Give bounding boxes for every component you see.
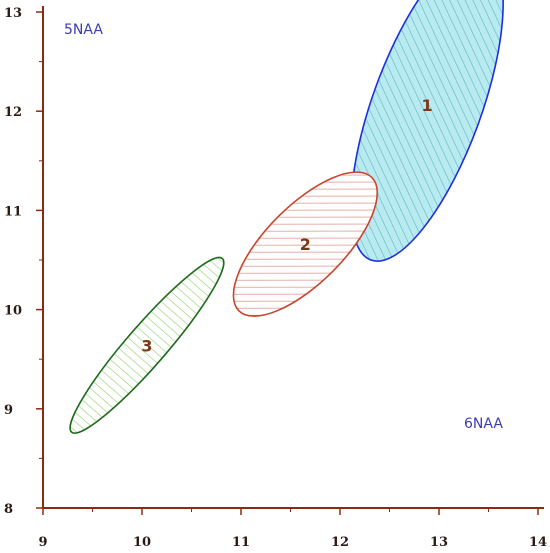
y-tick-label: 10 — [4, 304, 22, 319]
ellipse-label-3: 3 — [141, 336, 152, 355]
y-tick-label: 9 — [4, 403, 13, 418]
x-tick-label: 9 — [38, 535, 47, 550]
ellipse-group-2: 2 — [232, 171, 379, 317]
ellipse-label-2: 2 — [300, 235, 311, 254]
y-tick-label: 8 — [4, 502, 13, 517]
ellipse-group-1: 1 — [350, 0, 504, 262]
label-layer: 5NAA 6NAA — [64, 22, 503, 432]
axes-layer — [42, 6, 544, 509]
y-tick-label: 12 — [4, 105, 22, 120]
x-tick-label: 14 — [529, 535, 547, 550]
ellipse-label-1: 1 — [422, 96, 433, 115]
confidence-ellipse-1 — [350, 0, 504, 262]
ellipse-layer: 1 2 3 — [69, 0, 504, 434]
x-tick-label: 11 — [232, 535, 250, 550]
ellipse-group-3: 3 — [69, 256, 225, 434]
corner-label-top-left: 5NAA — [64, 22, 103, 38]
y-tick-label: 11 — [4, 204, 22, 219]
corner-label-bottom-right: 6NAA — [464, 416, 503, 432]
x-tick-label: 13 — [430, 535, 448, 550]
confidence-ellipse-3 — [69, 256, 225, 434]
y-tick-label: 13 — [4, 6, 22, 21]
x-tick-label: 12 — [331, 535, 349, 550]
x-tick-label: 10 — [133, 535, 151, 550]
confidence-ellipse-2 — [232, 171, 379, 317]
